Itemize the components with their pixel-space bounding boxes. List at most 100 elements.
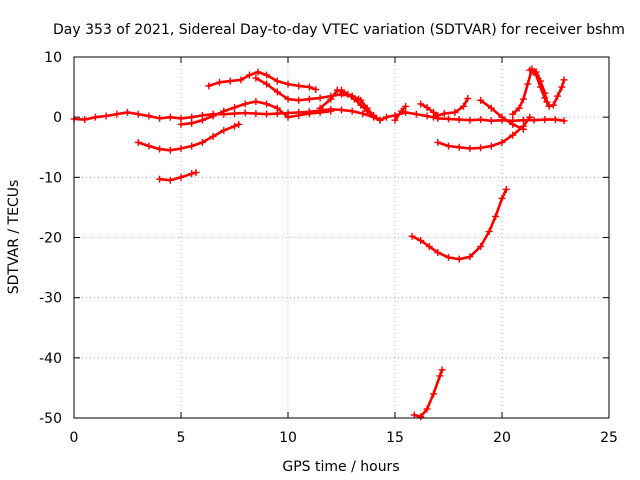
data-point xyxy=(235,120,243,128)
data-point xyxy=(81,116,89,124)
data-point xyxy=(252,98,260,106)
data-point xyxy=(425,243,433,251)
series-track-b xyxy=(156,169,200,184)
data-point xyxy=(188,170,196,178)
data-point xyxy=(205,82,213,90)
data-point xyxy=(273,104,281,112)
data-point xyxy=(376,116,384,124)
data-point xyxy=(487,104,495,112)
data-point xyxy=(327,107,335,115)
data-point xyxy=(417,237,425,245)
data-point xyxy=(295,111,303,119)
data-point xyxy=(198,116,206,124)
x-tick-label: 0 xyxy=(70,430,79,446)
data-point xyxy=(430,390,438,398)
data-point xyxy=(350,95,358,103)
data-point xyxy=(455,116,463,124)
y-tick-label: -40 xyxy=(39,351,62,367)
data-point xyxy=(156,145,164,153)
data-point xyxy=(166,146,174,154)
data-point xyxy=(145,142,153,150)
y-tick-label: 10 xyxy=(44,50,62,66)
data-point xyxy=(440,110,448,118)
data-point xyxy=(477,243,485,251)
data-point xyxy=(273,88,281,96)
series-line xyxy=(432,97,470,119)
data-point xyxy=(526,113,534,121)
series-track-j xyxy=(430,95,472,121)
data-point xyxy=(305,83,313,91)
data-point xyxy=(188,142,196,150)
series-line xyxy=(412,368,444,419)
series-line xyxy=(410,188,508,261)
data-point xyxy=(327,95,335,103)
series-line xyxy=(419,102,440,117)
data-point xyxy=(402,102,410,110)
data-point xyxy=(477,96,485,104)
data-point xyxy=(459,102,467,110)
data-point xyxy=(464,95,472,103)
data-point xyxy=(316,94,324,102)
data-point xyxy=(434,249,442,257)
data-point xyxy=(558,83,566,91)
data-point xyxy=(305,95,313,103)
data-point xyxy=(363,107,371,115)
data-point xyxy=(113,110,121,118)
data-point xyxy=(231,110,238,118)
x-tick-label: 10 xyxy=(279,430,297,446)
data-point xyxy=(487,142,495,150)
data-point xyxy=(410,411,418,419)
data-point xyxy=(284,95,292,103)
data-point xyxy=(423,104,431,112)
data-point xyxy=(554,92,562,100)
x-tick-label: 15 xyxy=(386,430,404,446)
data-point xyxy=(382,113,390,121)
series-layer xyxy=(70,65,568,421)
data-point xyxy=(134,110,142,118)
data-point xyxy=(252,74,260,82)
data-point xyxy=(502,185,510,193)
data-point xyxy=(156,175,164,183)
series-track-o xyxy=(408,185,510,263)
series-track-l xyxy=(477,96,527,133)
data-point xyxy=(560,76,568,84)
data-point xyxy=(263,100,271,108)
data-point xyxy=(252,110,260,118)
data-point xyxy=(177,120,185,128)
data-point xyxy=(519,125,527,133)
data-point xyxy=(134,138,142,146)
data-point xyxy=(530,116,538,124)
data-point xyxy=(312,85,320,93)
data-point xyxy=(295,96,303,104)
data-point xyxy=(220,126,228,134)
data-point xyxy=(231,104,238,112)
data-point xyxy=(241,109,249,117)
chart-title: Day 353 of 2021, Sidereal Day-to-day VTE… xyxy=(53,22,625,38)
data-point xyxy=(402,108,410,116)
x-tick-label: 20 xyxy=(493,430,511,446)
data-point xyxy=(445,142,452,150)
data-point xyxy=(498,194,506,202)
y-tick-label: -50 xyxy=(39,411,62,427)
data-point xyxy=(220,107,228,115)
data-point xyxy=(316,104,324,112)
data-point xyxy=(237,76,245,84)
data-point xyxy=(455,143,463,151)
data-point xyxy=(245,71,253,79)
data-point xyxy=(560,117,568,125)
data-point xyxy=(487,117,495,125)
data-point xyxy=(273,77,281,85)
data-point xyxy=(177,144,185,152)
data-point xyxy=(519,95,527,103)
data-point xyxy=(436,372,444,380)
data-point xyxy=(532,71,540,79)
data-point xyxy=(509,110,517,118)
data-point xyxy=(434,138,442,146)
series-track-c xyxy=(177,98,335,128)
x-tick-label: 5 xyxy=(177,430,186,446)
plot-frame xyxy=(73,56,610,419)
data-point xyxy=(209,132,217,140)
data-point xyxy=(166,176,174,184)
data-point xyxy=(509,131,517,139)
data-point xyxy=(515,104,523,112)
